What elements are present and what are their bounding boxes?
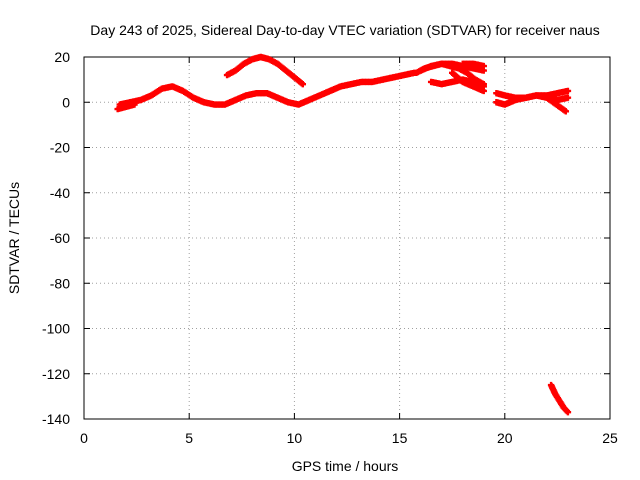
x-tick-label: 25 <box>602 430 618 446</box>
y-axis-label: SDTVAR / TECUs <box>6 182 22 294</box>
data-points <box>114 53 572 416</box>
data-point <box>564 94 572 101</box>
data-point <box>480 62 487 70</box>
series-arc-main <box>116 69 418 108</box>
y-tick-label: -20 <box>50 140 70 156</box>
x-tick-label: 0 <box>80 430 88 446</box>
data-point <box>562 108 570 115</box>
y-tick-label: -140 <box>42 411 70 427</box>
x-tick-label: 15 <box>392 430 408 446</box>
y-tick-label: -40 <box>50 185 70 201</box>
series-arc-hump <box>223 53 307 88</box>
series-arc-top-e <box>459 60 487 70</box>
y-tick-label: -60 <box>50 230 70 246</box>
chart-title: Day 243 of 2025, Sidereal Day-to-day VTE… <box>90 22 599 38</box>
grid-lines <box>84 57 610 419</box>
data-point <box>299 80 307 88</box>
y-tick-label: -120 <box>42 366 70 382</box>
y-tick-label: 20 <box>54 49 70 65</box>
y-tick-label: -80 <box>50 275 70 291</box>
y-tick-label: -100 <box>42 321 70 337</box>
data-point <box>131 101 138 108</box>
data-point <box>564 87 572 95</box>
data-point <box>480 87 487 95</box>
series-arc-start-lower <box>114 101 138 113</box>
x-tick-label: 20 <box>497 430 513 446</box>
series-arc-late-c <box>543 94 570 115</box>
x-tick-label: 5 <box>185 430 193 446</box>
axis-ticks: 20 0 -20 -40 -60 -80 -100 -120 -140 0 5 10 15 20 25 <box>42 49 618 446</box>
series-arc-drop <box>547 381 572 416</box>
x-tick-label: 10 <box>287 430 303 446</box>
x-axis-label: GPS time / hours <box>292 458 399 474</box>
data-point <box>564 409 572 416</box>
series-arc-top-d <box>449 69 487 95</box>
y-tick-label: 0 <box>62 94 70 110</box>
